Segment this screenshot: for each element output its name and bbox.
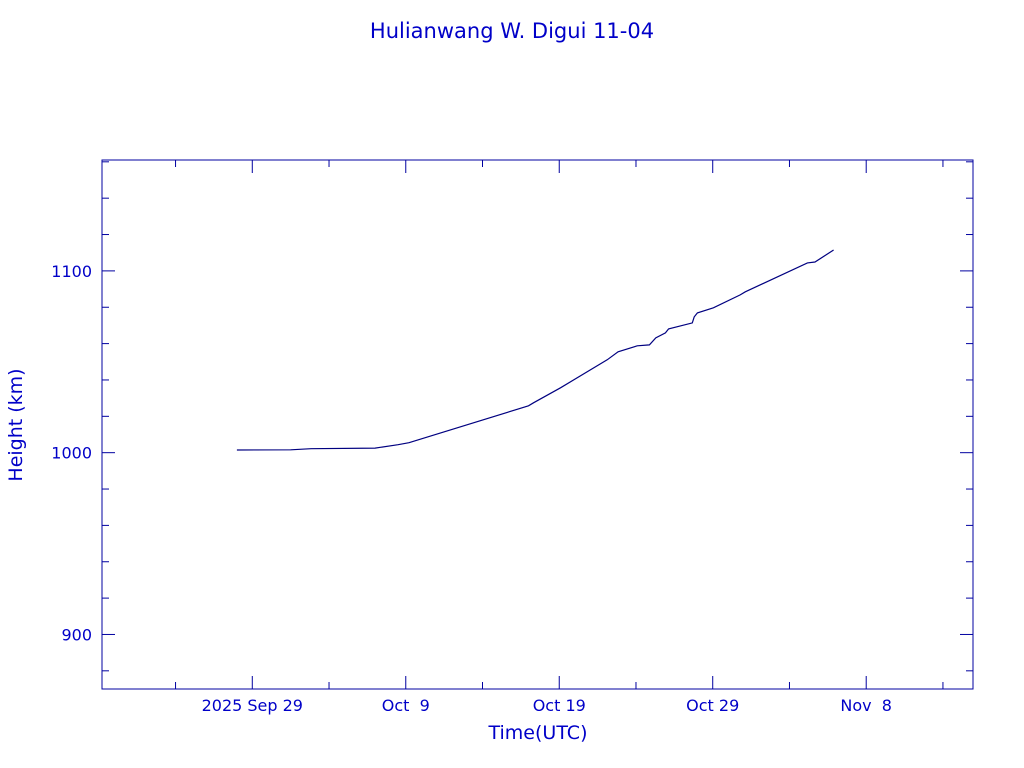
x-tick-labels: 2025 Sep 29 Oct 9 Oct 19 Oct 29 Nov 8: [202, 696, 892, 715]
y-tick-label: 1100: [51, 262, 92, 281]
x-tick-label: 2025 Sep 29: [202, 696, 303, 715]
y-tick-label: 900: [61, 625, 92, 644]
y-tick-label: 1000: [51, 444, 92, 463]
x-tick-label: Oct 19: [533, 696, 586, 715]
y-axis-label: Height (km): [5, 368, 27, 481]
plot-frame: [101, 159, 974, 690]
x-tick-label: Nov 8: [840, 696, 892, 715]
x-tick-label: Oct 29: [686, 696, 739, 715]
chart-title: Hulianwang W. Digui 11-04: [370, 19, 654, 43]
axis-ticks: [102, 160, 973, 689]
series-line: [236, 249, 834, 451]
x-axis-label: Time(UTC): [488, 722, 588, 744]
y-tick-labels: 900 1000 1100: [51, 262, 92, 645]
x-tick-label: Oct 9: [382, 696, 430, 715]
